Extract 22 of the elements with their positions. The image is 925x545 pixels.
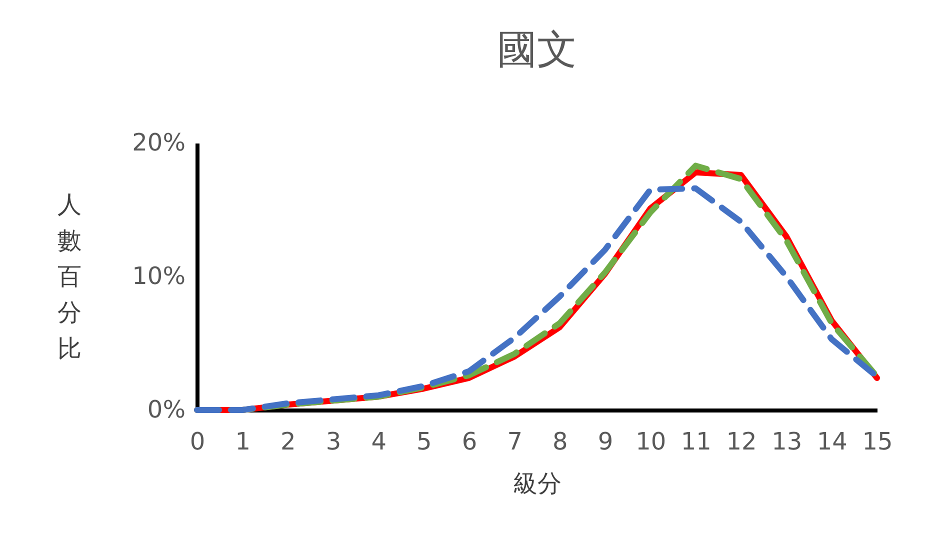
x-tick-label: 15 xyxy=(862,428,893,456)
x-tick-label: 9 xyxy=(598,428,614,456)
x-tick-label: 11 xyxy=(680,428,712,456)
y-tick-label: 0% xyxy=(147,396,186,424)
x-tick-label: 7 xyxy=(507,428,522,456)
x-tick-label: 2 xyxy=(280,428,296,456)
x-tick-label: 10 xyxy=(636,428,666,456)
x-tick-label: 6 xyxy=(462,428,478,456)
x-tick-label: 3 xyxy=(326,428,342,456)
chart-title: 國文 xyxy=(497,27,577,73)
y-axis-title: 人數百分比 xyxy=(58,190,82,362)
x-tick-label: 0 xyxy=(190,428,206,456)
x-tick-label: 8 xyxy=(552,428,568,456)
y-tick-label: 20% xyxy=(132,128,186,156)
x-tick-label: 1 xyxy=(235,428,250,456)
x-tick-label: 4 xyxy=(371,428,386,456)
x-tick-label: 12 xyxy=(726,428,757,456)
x-tick-label: 13 xyxy=(772,428,802,456)
x-tick-label: 5 xyxy=(416,428,432,456)
y-tick-label: 10% xyxy=(132,262,186,290)
x-axis-title: 級分 xyxy=(514,470,562,498)
x-tick-label: 14 xyxy=(816,428,848,456)
